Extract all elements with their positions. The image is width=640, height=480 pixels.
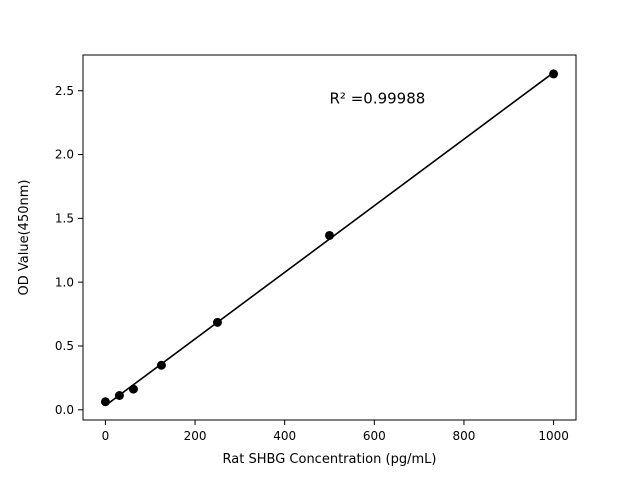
x-tick-label: 800 [453,429,476,443]
y-tick-label: 1.0 [55,275,74,289]
y-tick-label: 2.0 [55,148,74,162]
data-point-marker [114,390,124,400]
x-tick-label: 0 [102,429,110,443]
x-tick-label: 1000 [538,429,569,443]
y-tick-label: 2.5 [55,84,74,98]
data-point-marker [128,384,138,394]
data-point-marker [549,69,559,79]
data-point-marker [325,230,334,240]
r-squared-annotation: R² =0.99988 [330,89,426,107]
y-axis-label: OD Value(450nm) [17,180,32,296]
data-point-marker [156,360,166,370]
x-axis-label: Rat SHBG Concentration (pg/mL) [223,452,437,467]
y-tick-label: 0.5 [55,339,74,353]
x-tick-label: 400 [273,429,296,443]
x-tick-label: 600 [363,429,386,443]
data-point-marker [100,397,110,407]
y-tick-label: 0.0 [55,403,74,417]
y-tick-label: 1.5 [55,212,74,226]
x-tick-label: 200 [184,429,207,443]
data-point-marker [212,317,222,327]
